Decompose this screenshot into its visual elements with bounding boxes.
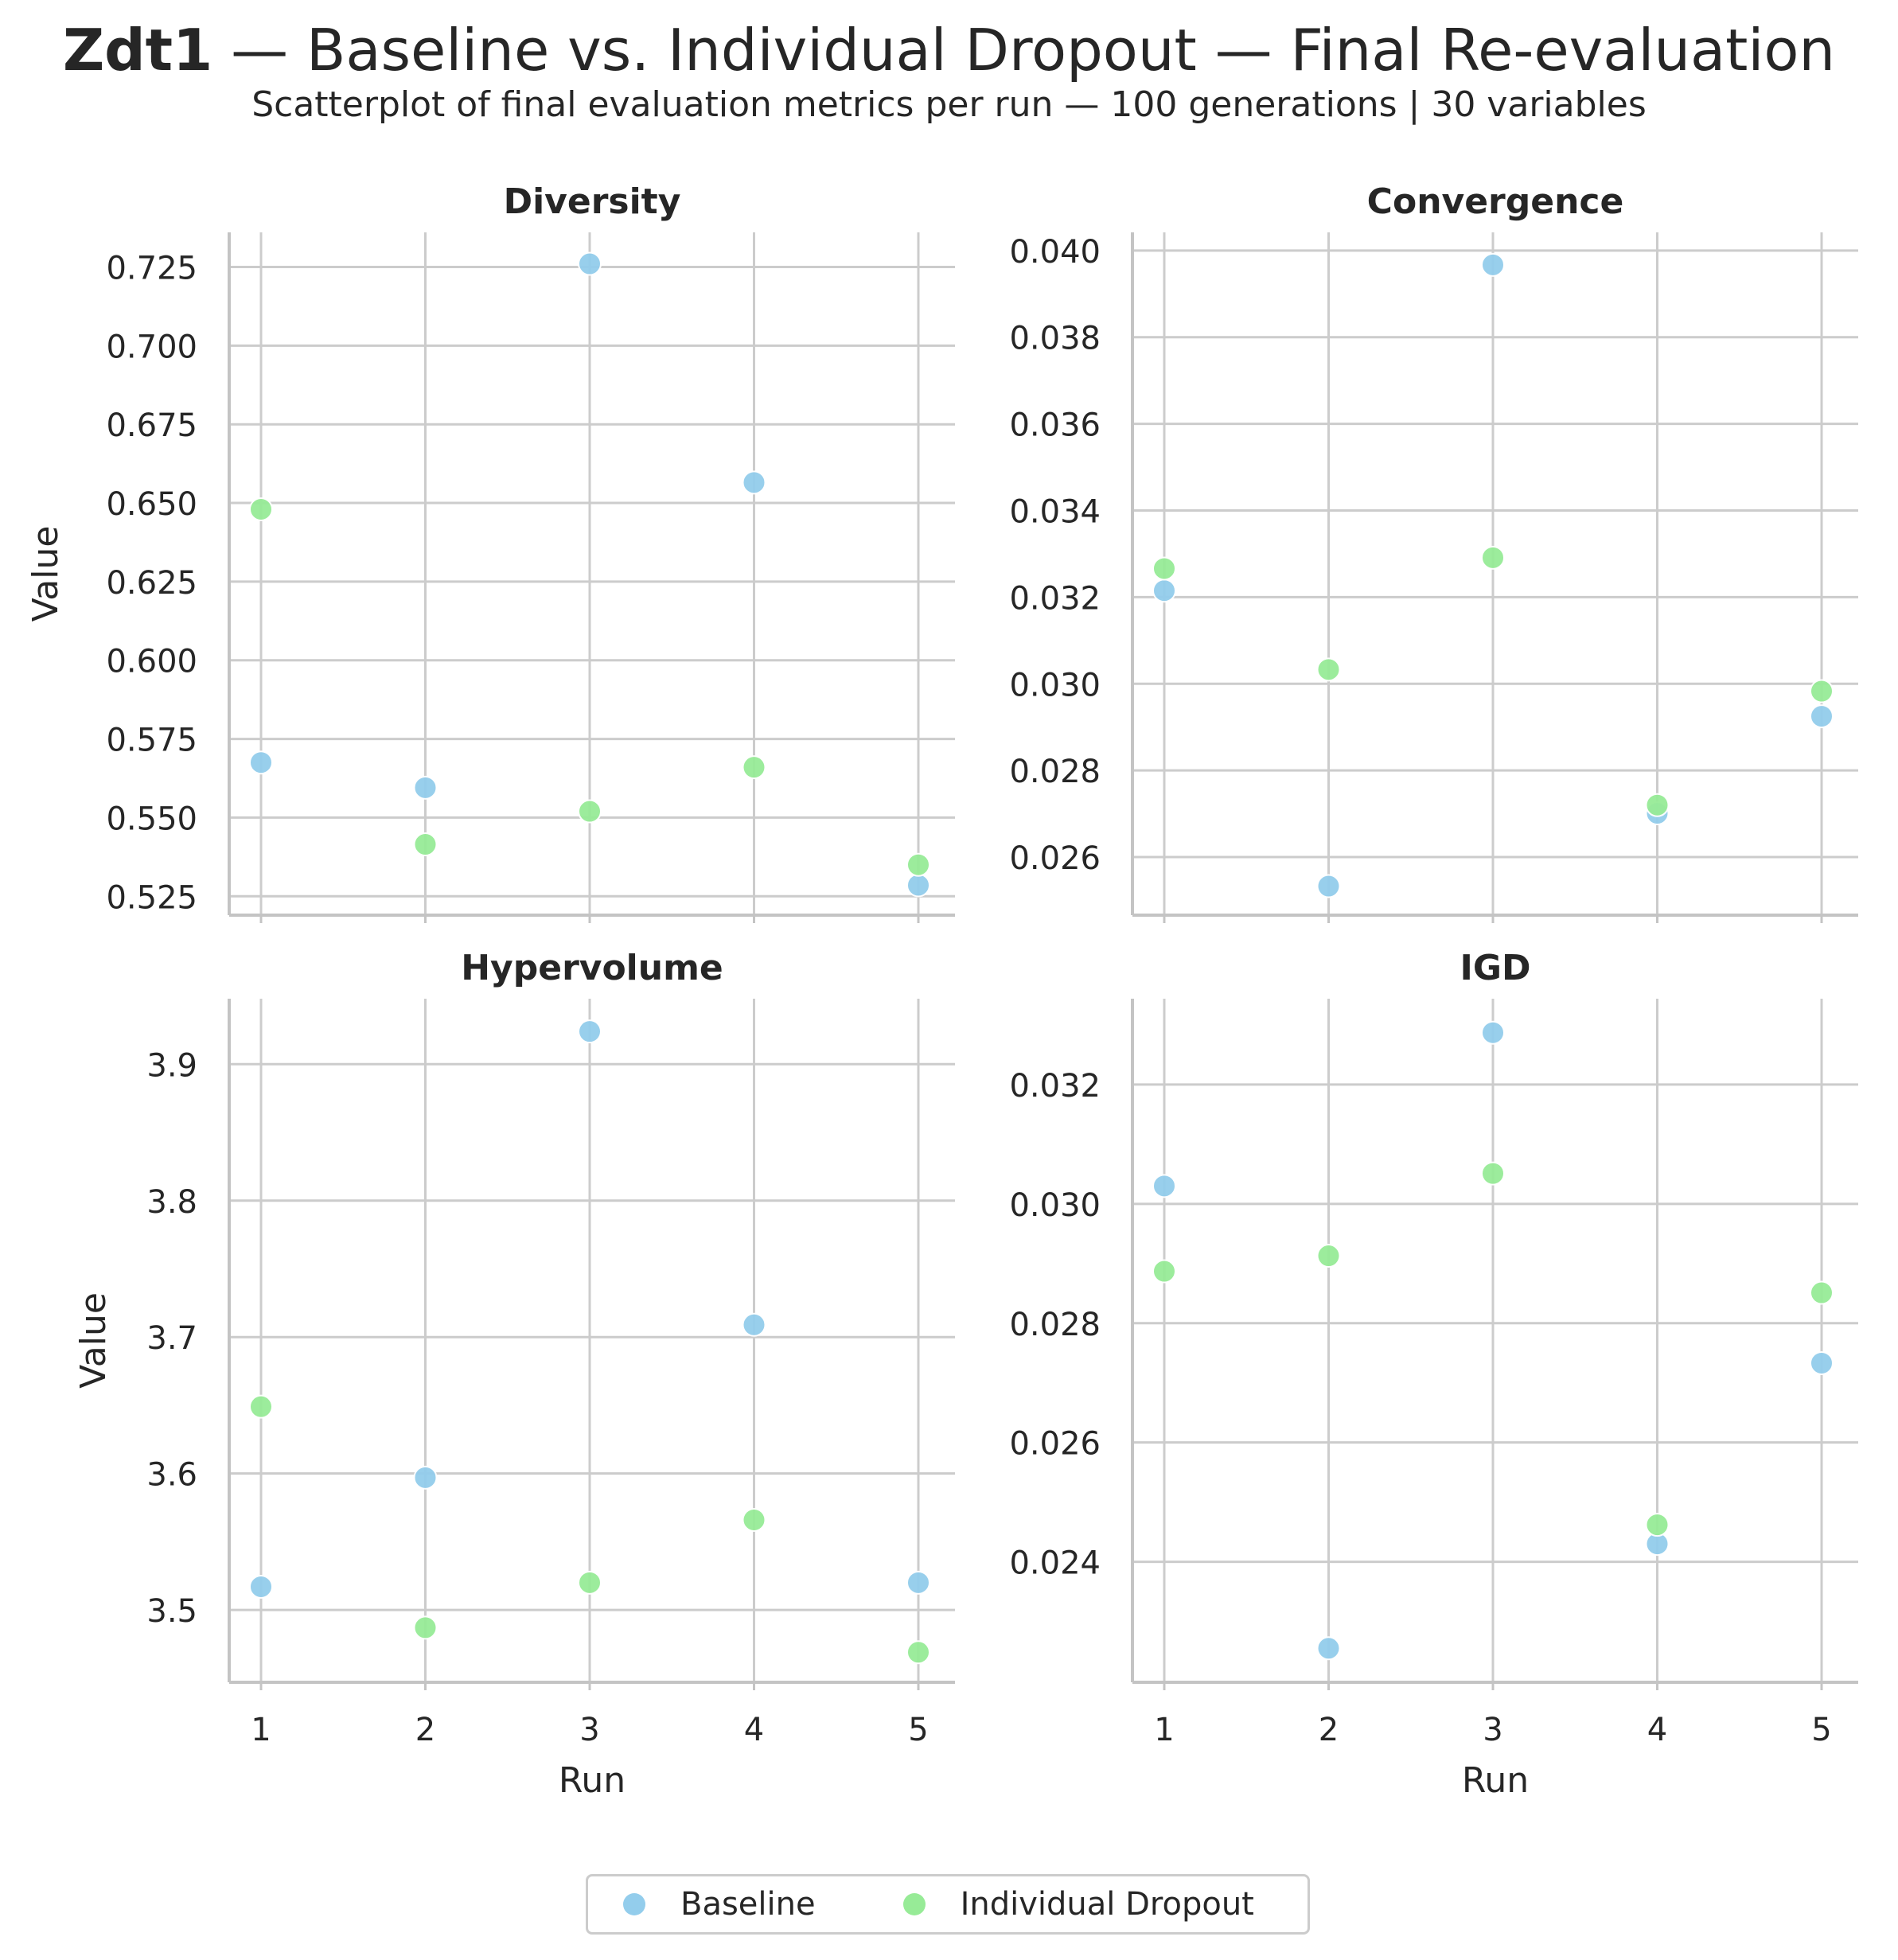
igd-point-individual-dropout (1152, 1259, 1176, 1284)
convergence-point-baseline (1810, 704, 1834, 729)
diversity-ytick-label: 0.550 (106, 801, 197, 837)
convergence-point-baseline (1481, 252, 1505, 277)
convergence-ytick-label: 0.032 (1009, 580, 1101, 617)
figure-title: Zdt1 — Baseline vs. Individual Dropout —… (0, 14, 1898, 86)
diversity-point-individual-dropout (906, 852, 930, 877)
diversity-point-baseline (906, 873, 930, 898)
legend-label-dropout: Individual Dropout (960, 1886, 1254, 1923)
hypervolume-point-individual-dropout (742, 1507, 766, 1532)
legend-item-baseline: Baseline (623, 1886, 816, 1923)
hypervolume-xtick-label: 4 (744, 1712, 764, 1748)
igd-xtick-label: 4 (1647, 1712, 1667, 1748)
hypervolume-ytick-label: 3.7 (146, 1320, 197, 1357)
convergence-point-individual-dropout (1645, 793, 1670, 817)
diversity-panel-title: Diversity (504, 181, 681, 222)
figure-subtitle: Scatterplot of final evaluation metrics … (251, 84, 1647, 125)
diversity-ytick-label: 0.650 (106, 486, 197, 523)
convergence-point-individual-dropout (1810, 679, 1834, 703)
hypervolume-point-individual-dropout (578, 1570, 602, 1595)
diversity-point-individual-dropout (578, 799, 602, 824)
igd-ytick-label: 0.032 (1009, 1068, 1101, 1105)
convergence-point-individual-dropout (1152, 556, 1176, 581)
diversity-ytick-label: 0.725 (106, 250, 197, 286)
legend: Baseline Individual Dropout (586, 1874, 1310, 1935)
diversity-ytick-label: 0.675 (106, 407, 197, 444)
igd-xlabel: Run (1462, 1760, 1529, 1801)
diversity-point-individual-dropout (413, 832, 438, 857)
legend-marker-dropout (902, 1893, 926, 1915)
convergence-point-baseline (1152, 579, 1176, 603)
legend-marker-baseline (623, 1893, 645, 1915)
hypervolume-point-baseline (249, 1574, 273, 1599)
igd-panel-title: IGD (1460, 948, 1530, 988)
legend-item-dropout: Individual Dropout (902, 1886, 1254, 1923)
hypervolume-ylabel: Value (73, 1292, 114, 1389)
igd-point-baseline (1316, 1636, 1341, 1661)
convergence-panel-title: Convergence (1367, 181, 1624, 222)
diversity-point-individual-dropout (249, 497, 273, 521)
convergence-ytick-label: 0.036 (1009, 407, 1101, 444)
diversity-point-baseline (742, 470, 766, 495)
hypervolume-point-baseline (906, 1570, 930, 1595)
hypervolume-ytick-label: 3.6 (146, 1457, 197, 1494)
convergence-ytick-label: 0.038 (1009, 321, 1101, 357)
igd-point-individual-dropout (1481, 1161, 1505, 1186)
diversity-ytick-label: 0.700 (106, 329, 197, 365)
hypervolume-point-baseline (413, 1465, 438, 1490)
hypervolume-xtick-label: 3 (579, 1712, 599, 1748)
hypervolume-point-individual-dropout (249, 1394, 273, 1419)
legend-label-baseline: Baseline (680, 1886, 816, 1923)
hypervolume-ytick-label: 3.9 (146, 1047, 197, 1084)
igd-point-baseline (1481, 1020, 1505, 1045)
igd-point-baseline (1810, 1350, 1834, 1375)
convergence-ytick-label: 0.034 (1009, 494, 1101, 531)
hypervolume-panel-title: Hypervolume (461, 948, 723, 988)
diversity-ytick-label: 0.575 (106, 723, 197, 759)
hypervolume-xtick-label: 5 (908, 1712, 928, 1748)
diversity-ytick-label: 0.625 (106, 565, 197, 602)
igd-xtick-label: 3 (1483, 1712, 1502, 1748)
hypervolume-ytick-label: 3.8 (146, 1184, 197, 1221)
hypervolume-point-baseline (742, 1312, 766, 1337)
convergence-ytick-label: 0.026 (1009, 840, 1101, 877)
igd-ytick-label: 0.024 (1009, 1545, 1101, 1582)
hypervolume-ytick-label: 3.5 (146, 1593, 197, 1630)
hypervolume-xtick-label: 1 (251, 1712, 271, 1748)
diversity-point-baseline (249, 750, 273, 775)
hypervolume-point-baseline (578, 1019, 602, 1044)
diversity-point-individual-dropout (742, 755, 766, 780)
figure-title-rest: — Baseline vs. Individual Dropout — Fina… (212, 17, 1836, 84)
igd-point-individual-dropout (1316, 1244, 1341, 1268)
igd-point-baseline (1152, 1174, 1176, 1198)
igd-xtick-label: 2 (1319, 1712, 1339, 1748)
igd-ytick-label: 0.028 (1009, 1307, 1101, 1343)
convergence-ytick-label: 0.040 (1009, 234, 1101, 271)
igd-ytick-label: 0.026 (1009, 1426, 1101, 1463)
diversity-ylabel: Value (25, 526, 66, 622)
convergence-point-individual-dropout (1481, 545, 1505, 570)
igd-point-individual-dropout (1810, 1280, 1834, 1305)
convergence-ytick-label: 0.030 (1009, 667, 1101, 703)
igd-xtick-label: 1 (1154, 1712, 1174, 1748)
igd-ytick-label: 0.030 (1009, 1187, 1101, 1224)
igd-point-individual-dropout (1645, 1513, 1670, 1537)
hypervolume-xtick-label: 2 (415, 1712, 435, 1748)
igd-xtick-label: 5 (1811, 1712, 1831, 1748)
convergence-point-baseline (1316, 874, 1341, 898)
diversity-ytick-label: 0.600 (106, 644, 197, 680)
diversity-ytick-label: 0.525 (106, 879, 197, 916)
hypervolume-point-individual-dropout (906, 1640, 930, 1665)
hypervolume-point-individual-dropout (413, 1615, 438, 1640)
diversity-point-baseline (413, 775, 438, 800)
diversity-point-baseline (578, 251, 602, 276)
hypervolume-xlabel: Run (559, 1760, 626, 1801)
convergence-point-individual-dropout (1316, 657, 1341, 682)
convergence-ytick-label: 0.028 (1009, 754, 1101, 790)
figure-title-bold: Zdt1 (62, 17, 213, 84)
